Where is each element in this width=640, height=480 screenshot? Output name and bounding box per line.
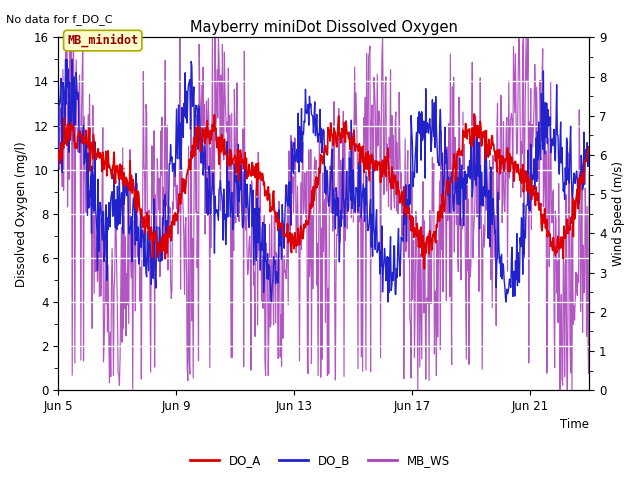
Legend: DO_A, DO_B, MB_WS: DO_A, DO_B, MB_WS [185, 449, 455, 472]
Text: No data for f_DO_C: No data for f_DO_C [6, 14, 113, 25]
Title: Mayberry miniDot Dissolved Oxygen: Mayberry miniDot Dissolved Oxygen [190, 20, 458, 35]
Y-axis label: Dissolved Oxygen (mg/l): Dissolved Oxygen (mg/l) [15, 141, 28, 287]
Text: MB_minidot: MB_minidot [67, 34, 138, 48]
Y-axis label: Wind Speed (m/s): Wind Speed (m/s) [612, 161, 625, 266]
X-axis label: Time: Time [560, 419, 589, 432]
